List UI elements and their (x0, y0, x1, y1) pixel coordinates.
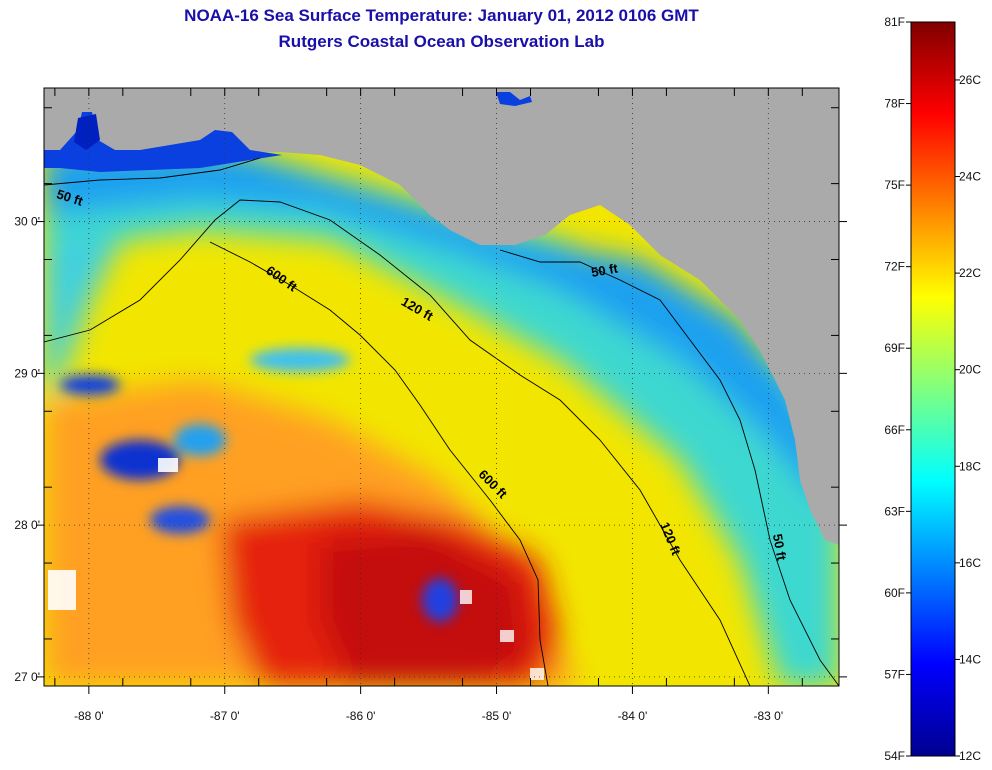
land-mass (44, 88, 839, 545)
lon-tick-label: -84 0' (618, 709, 648, 723)
lon-tick-label: -85 0' (482, 709, 512, 723)
cloud-patches (48, 458, 544, 680)
lon-tick-label: -88 0' (74, 709, 104, 723)
lon-tick-label: -83 0' (754, 709, 784, 723)
lat-tick-label: 30 0' (14, 215, 40, 229)
contour-label: 50 ft (770, 533, 790, 563)
contour-50ft-west (44, 157, 261, 186)
lat-tick-label: 28 0' (14, 518, 40, 532)
lat-tick-label: 29 0' (14, 366, 40, 380)
bay-inland (496, 92, 532, 106)
axis-ticks (36, 88, 847, 694)
map-title: NOAA-16 Sea Surface Temperature: January… (184, 6, 699, 25)
lon-tick-label: -86 0' (346, 709, 376, 723)
depth-contours (44, 157, 839, 686)
lon-tick-label: -87 0' (210, 709, 240, 723)
contour-600ft (209, 241, 549, 686)
map-frame (43, 87, 840, 687)
contour-50ft-east (499, 249, 839, 686)
mobile-bay-channel (74, 114, 100, 150)
axis-labels: -88 0' -87 0' -86 0' -85 0' -84 0' -83 0' 27 0… (14, 215, 783, 723)
coastal-bays (44, 112, 282, 172)
contour-120ft (44, 199, 751, 686)
lat-tick-label: 27 0' (14, 670, 40, 684)
map-subtitle: Rutgers Coastal Ocean Observation Lab (278, 32, 605, 51)
contour-label: 50 ft (590, 260, 620, 280)
